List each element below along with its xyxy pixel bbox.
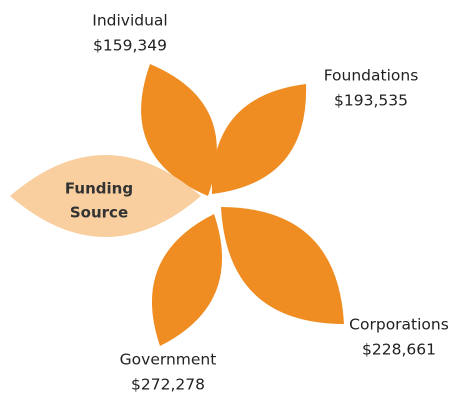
- petal: [10, 155, 201, 237]
- petals: [10, 64, 344, 346]
- node-label: Corporations: [349, 316, 449, 334]
- node-label: Individual: [92, 12, 168, 30]
- petal: [211, 84, 307, 194]
- node-label: Foundations: [324, 67, 419, 85]
- node-value: $159,349: [93, 37, 167, 55]
- center-label: Source: [70, 204, 128, 222]
- node-label: Government: [120, 351, 217, 369]
- node-value: $228,661: [362, 341, 436, 359]
- center-label: Funding: [65, 180, 133, 198]
- node-value: $193,535: [334, 92, 408, 110]
- petal: [141, 64, 217, 196]
- petal: [221, 207, 344, 324]
- node-value: $272,278: [131, 376, 205, 394]
- petal: [151, 214, 223, 346]
